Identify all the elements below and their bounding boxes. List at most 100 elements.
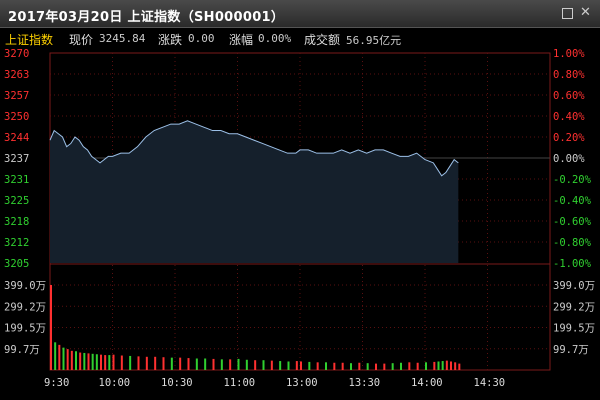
- volume-bar: [316, 362, 319, 370]
- volume-bar: [383, 363, 386, 370]
- volume-bar: [79, 352, 82, 370]
- change-label: 涨跌: [158, 33, 183, 47]
- turnover-value: 56.95亿元: [346, 34, 402, 47]
- volume-bar: [54, 342, 57, 370]
- vol-tick-label-right: 299.2万: [553, 301, 595, 313]
- volume-bar: [333, 362, 336, 370]
- restore-icon[interactable]: [562, 8, 573, 19]
- y-tick-pct-label: 0.00%: [553, 153, 585, 165]
- volume-bar: [375, 363, 377, 370]
- volume-bar: [287, 361, 290, 370]
- close-icon[interactable]: ✕: [580, 5, 591, 20]
- volume-bar: [450, 361, 452, 370]
- turnover-label: 成交额: [304, 33, 341, 47]
- volume-bar: [433, 361, 436, 370]
- index-name: 上证指数: [5, 33, 54, 47]
- x-tick-label: 14:30: [474, 377, 506, 389]
- volume-bar: [129, 355, 132, 370]
- volume-bar: [220, 359, 223, 370]
- volume-bar: [416, 362, 419, 370]
- volume-bar: [279, 361, 282, 370]
- y-tick-price-label: 3205: [4, 258, 29, 270]
- volume-bar: [112, 354, 115, 370]
- volume-bar: [162, 357, 165, 370]
- volume-bar: [254, 360, 257, 370]
- volume-bar: [350, 363, 352, 370]
- volume-bar: [83, 352, 86, 370]
- volume-bar: [100, 354, 102, 370]
- volume-bar: [229, 359, 232, 370]
- y-tick-price-label: 3212: [4, 237, 29, 249]
- volume-bar: [245, 359, 248, 370]
- y-tick-price-label: 3257: [4, 90, 29, 102]
- volume-bar: [66, 349, 69, 370]
- quote-info-bar: 上证指数 现价 3245.84 涨跌 0.00 涨幅 0.00% 成交额 56.…: [0, 28, 600, 48]
- volume-bar: [58, 344, 61, 370]
- y-tick-price-label: 3263: [4, 69, 29, 81]
- x-tick-label: 10:00: [99, 377, 131, 389]
- pct-value: 0.00%: [258, 32, 292, 45]
- volume-bar: [458, 363, 461, 370]
- y-tick-price-label: 3225: [4, 195, 29, 207]
- vol-tick-label-right: 399.0万: [553, 280, 595, 292]
- volume-bar: [454, 362, 457, 370]
- volume-bar: [400, 362, 402, 370]
- volume-bar: [295, 361, 298, 370]
- price-line: [49, 120, 459, 177]
- vol-tick-label: 399.0万: [4, 280, 46, 292]
- price-value: 3245.84: [99, 32, 146, 45]
- y-tick-pct-label: 1.00%: [553, 48, 585, 60]
- change-value: 0.00: [188, 32, 215, 45]
- y-tick-pct-label: -0.60%: [553, 216, 592, 228]
- volume-bar: [187, 358, 190, 370]
- volume-bar: [154, 356, 157, 370]
- x-tick-label: 9:30: [44, 377, 69, 389]
- volume-bar: [137, 356, 140, 370]
- volume-bar: [237, 358, 240, 370]
- volume-bar: [441, 361, 444, 370]
- x-tick-label: 13:30: [349, 377, 381, 389]
- y-tick-pct-label: -1.00%: [553, 258, 592, 270]
- y-tick-price-label: 3231: [4, 174, 29, 186]
- volume-bar: [104, 355, 107, 370]
- volume-bar: [95, 354, 98, 370]
- vol-tick-label: 299.2万: [4, 301, 46, 313]
- volume-bar: [270, 360, 273, 370]
- y-tick-pct-label: 0.20%: [553, 132, 585, 144]
- volume-bar: [70, 350, 73, 370]
- y-tick-pct-label: 0.80%: [553, 69, 585, 81]
- volume-bar: [50, 285, 52, 370]
- volume-bar: [341, 362, 344, 370]
- volume-bar: [308, 361, 311, 370]
- volume-bar: [170, 357, 173, 370]
- volume-bar: [262, 360, 265, 370]
- y-tick-pct-label: -0.20%: [553, 174, 592, 186]
- vol-tick-label-right: 199.5万: [553, 323, 595, 335]
- x-tick-label: 10:30: [161, 377, 193, 389]
- x-tick-label: 11:00: [224, 377, 256, 389]
- vol-tick-label-right: 99.7万: [553, 344, 589, 356]
- y-tick-price-label: 3237: [4, 153, 29, 165]
- pct-label: 涨幅: [229, 33, 254, 47]
- y-tick-price-label: 3250: [4, 111, 29, 123]
- y-tick-price-label: 3270: [4, 48, 29, 60]
- volume-bar: [358, 362, 361, 370]
- price-label: 现价: [69, 33, 94, 47]
- volume-bar: [425, 362, 427, 370]
- y-tick-pct-label: 0.40%: [553, 111, 585, 123]
- volume-bar: [75, 351, 77, 370]
- volume-bar: [445, 360, 448, 370]
- volume-bar: [391, 363, 394, 370]
- y-tick-pct-label: -0.80%: [553, 237, 592, 249]
- volume-bar: [91, 353, 94, 370]
- volume-bar: [108, 355, 111, 370]
- volume-bar: [120, 355, 123, 370]
- volume-bar: [325, 362, 327, 370]
- volume-bar: [204, 358, 207, 370]
- volume-bar: [408, 362, 411, 370]
- volume-bar: [195, 358, 198, 370]
- vol-tick-label: 199.5万: [4, 323, 46, 335]
- volume-bar: [145, 356, 148, 370]
